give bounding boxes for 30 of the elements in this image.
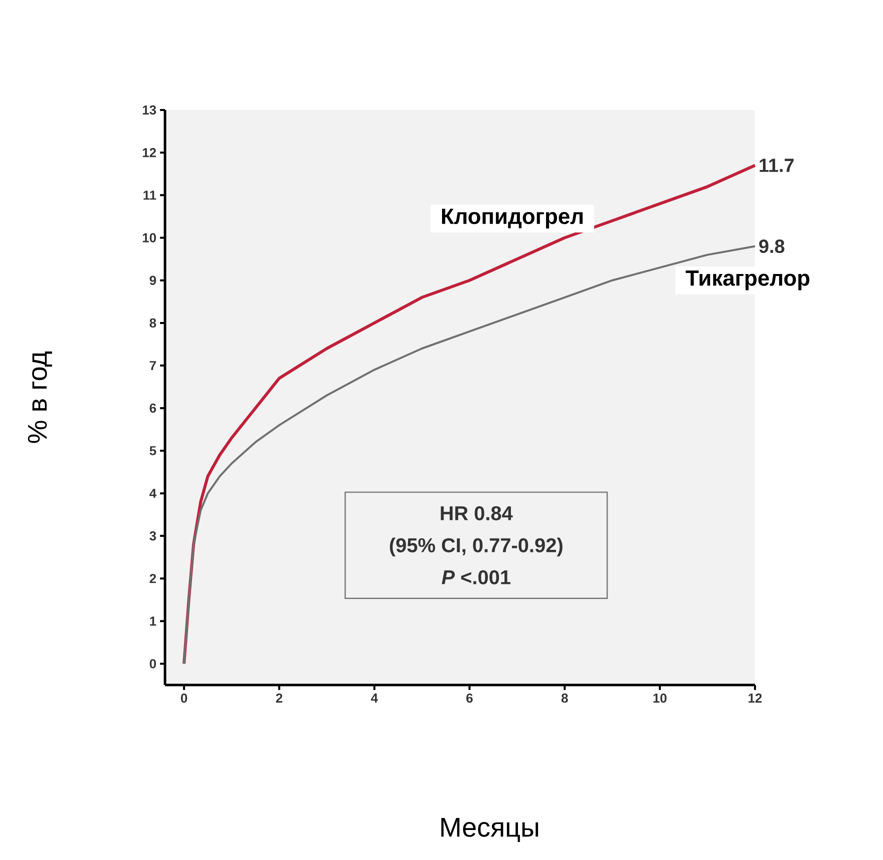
x-tick-label: 10 — [653, 694, 667, 703]
y-tick-label: 1 — [150, 616, 156, 626]
x-tick-label: 6 — [466, 694, 473, 703]
annotation: 9.8 — [759, 240, 784, 254]
y-tick-label: 13 — [142, 105, 156, 115]
annotation: 11.7 — [760, 158, 794, 172]
y-tick-label: 3 — [150, 531, 156, 541]
annotation: P <.001 — [442, 570, 510, 584]
x-tick-label: 2 — [276, 694, 282, 703]
y-tick-label: 12 — [142, 148, 156, 158]
y-tick-label: 10 — [142, 233, 156, 242]
series-label: Тикагрелор — [686, 270, 810, 290]
y-tick-label: 11 — [144, 190, 156, 200]
x-axis-title: Месяцы — [441, 818, 538, 842]
y-tick-label: 9 — [150, 276, 156, 285]
annotation: (95% CI, 0.77-0.92) — [390, 538, 562, 556]
y-tick-label: 4 — [149, 488, 156, 498]
y-tick-label: 8 — [150, 318, 156, 328]
annotation: HR 0.84 — [440, 506, 513, 520]
series-label: Клопидогрел — [442, 208, 583, 228]
y-tick-label: 6 — [150, 404, 156, 413]
x-tick-label: 12 — [748, 694, 762, 703]
x-tick-label: 4 — [370, 694, 378, 702]
y-tick-label: 5 — [150, 446, 156, 456]
x-tick-label: 8 — [561, 694, 568, 703]
x-tick-label: 0 — [180, 694, 188, 703]
y-tick-label: 0 — [150, 659, 156, 668]
y-axis-title: % в год — [28, 352, 52, 443]
y-tick-label: 7 — [150, 361, 156, 370]
y-tick-label: 2 — [150, 574, 156, 584]
